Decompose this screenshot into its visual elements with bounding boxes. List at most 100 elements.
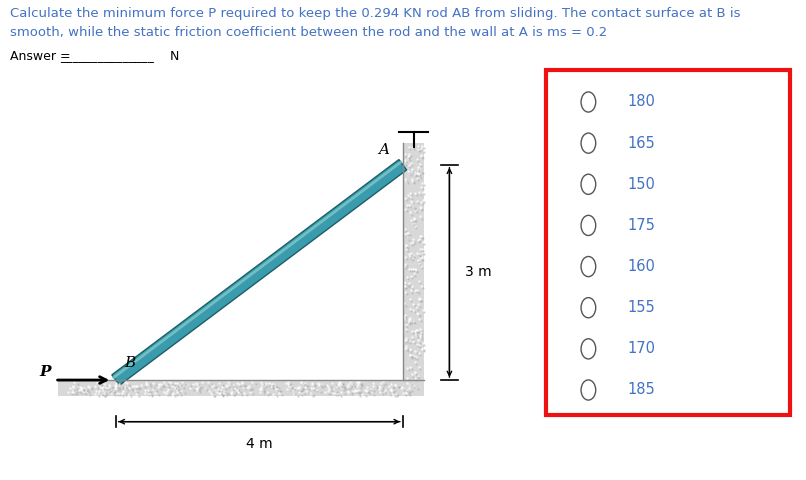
Point	[206, 382, 219, 389]
Point	[348, 386, 361, 394]
Point	[78, 389, 91, 396]
Point	[117, 383, 130, 390]
Point	[415, 215, 428, 222]
Point	[408, 383, 421, 390]
Point	[240, 384, 253, 392]
Point	[336, 382, 349, 389]
Point	[415, 282, 428, 290]
Point	[269, 383, 282, 390]
Point	[399, 176, 412, 183]
Point	[322, 383, 334, 391]
Point	[412, 200, 425, 207]
Point	[392, 384, 405, 391]
Point	[307, 392, 320, 399]
Point	[399, 260, 412, 268]
Point	[400, 336, 413, 344]
Point	[67, 383, 80, 390]
Point	[405, 197, 418, 204]
Point	[296, 391, 309, 398]
Point	[407, 384, 420, 391]
Point	[406, 161, 419, 169]
Point	[404, 347, 417, 354]
Point	[174, 381, 187, 389]
Point	[138, 383, 151, 391]
Point	[388, 388, 401, 396]
Point	[407, 352, 420, 360]
Point	[407, 178, 420, 185]
Point	[404, 209, 417, 216]
Point	[254, 385, 267, 393]
Point	[416, 344, 429, 352]
Point	[193, 386, 206, 394]
Point	[403, 390, 416, 398]
Point	[346, 389, 359, 397]
Point	[414, 174, 427, 182]
Point	[404, 318, 417, 325]
Point	[407, 337, 420, 345]
Point	[403, 252, 416, 260]
Point	[411, 163, 424, 171]
Point	[412, 385, 425, 393]
Point	[333, 380, 346, 387]
Point	[113, 390, 126, 397]
Point	[257, 390, 270, 398]
Point	[405, 267, 418, 275]
Point	[147, 385, 160, 393]
Point	[400, 161, 413, 168]
Point	[326, 385, 339, 393]
Point	[99, 383, 112, 391]
Point	[334, 383, 347, 390]
Point	[350, 387, 363, 395]
Point	[108, 389, 121, 397]
Point	[405, 288, 418, 296]
Point	[235, 380, 248, 387]
Point	[214, 390, 226, 397]
Point	[314, 381, 327, 389]
Point	[402, 315, 415, 323]
Point	[412, 251, 425, 258]
Point	[162, 378, 175, 386]
Point	[285, 381, 297, 388]
Point	[381, 389, 394, 396]
Point	[411, 256, 424, 264]
Point	[413, 333, 426, 340]
Point	[190, 386, 203, 394]
Point	[404, 352, 417, 360]
Point	[401, 281, 413, 289]
Point	[339, 383, 351, 391]
Point	[398, 225, 411, 233]
Point	[209, 392, 222, 400]
Point	[401, 348, 414, 355]
Point	[150, 381, 163, 389]
Point	[400, 343, 413, 350]
Point	[161, 391, 174, 398]
Point	[272, 386, 285, 394]
Point	[335, 382, 348, 390]
Point	[129, 385, 142, 393]
Point	[405, 352, 418, 360]
Point	[282, 381, 295, 388]
Point	[92, 384, 105, 392]
Point	[403, 251, 416, 258]
Point	[170, 386, 183, 394]
Point	[416, 146, 429, 154]
Point	[261, 391, 274, 399]
Point	[139, 380, 152, 388]
Text: 4 m: 4 m	[246, 437, 272, 452]
Point	[121, 390, 134, 398]
Point	[361, 384, 374, 391]
Point	[187, 386, 200, 394]
Point	[326, 389, 339, 396]
Point	[311, 379, 324, 387]
Point	[346, 390, 359, 398]
Text: 185: 185	[628, 383, 655, 397]
Point	[81, 387, 93, 395]
Point	[378, 381, 391, 389]
Point	[405, 354, 418, 361]
Point	[106, 386, 118, 394]
Point	[401, 247, 414, 255]
Point	[406, 238, 419, 246]
Point	[97, 383, 110, 391]
Point	[341, 383, 354, 390]
Point	[81, 382, 94, 389]
